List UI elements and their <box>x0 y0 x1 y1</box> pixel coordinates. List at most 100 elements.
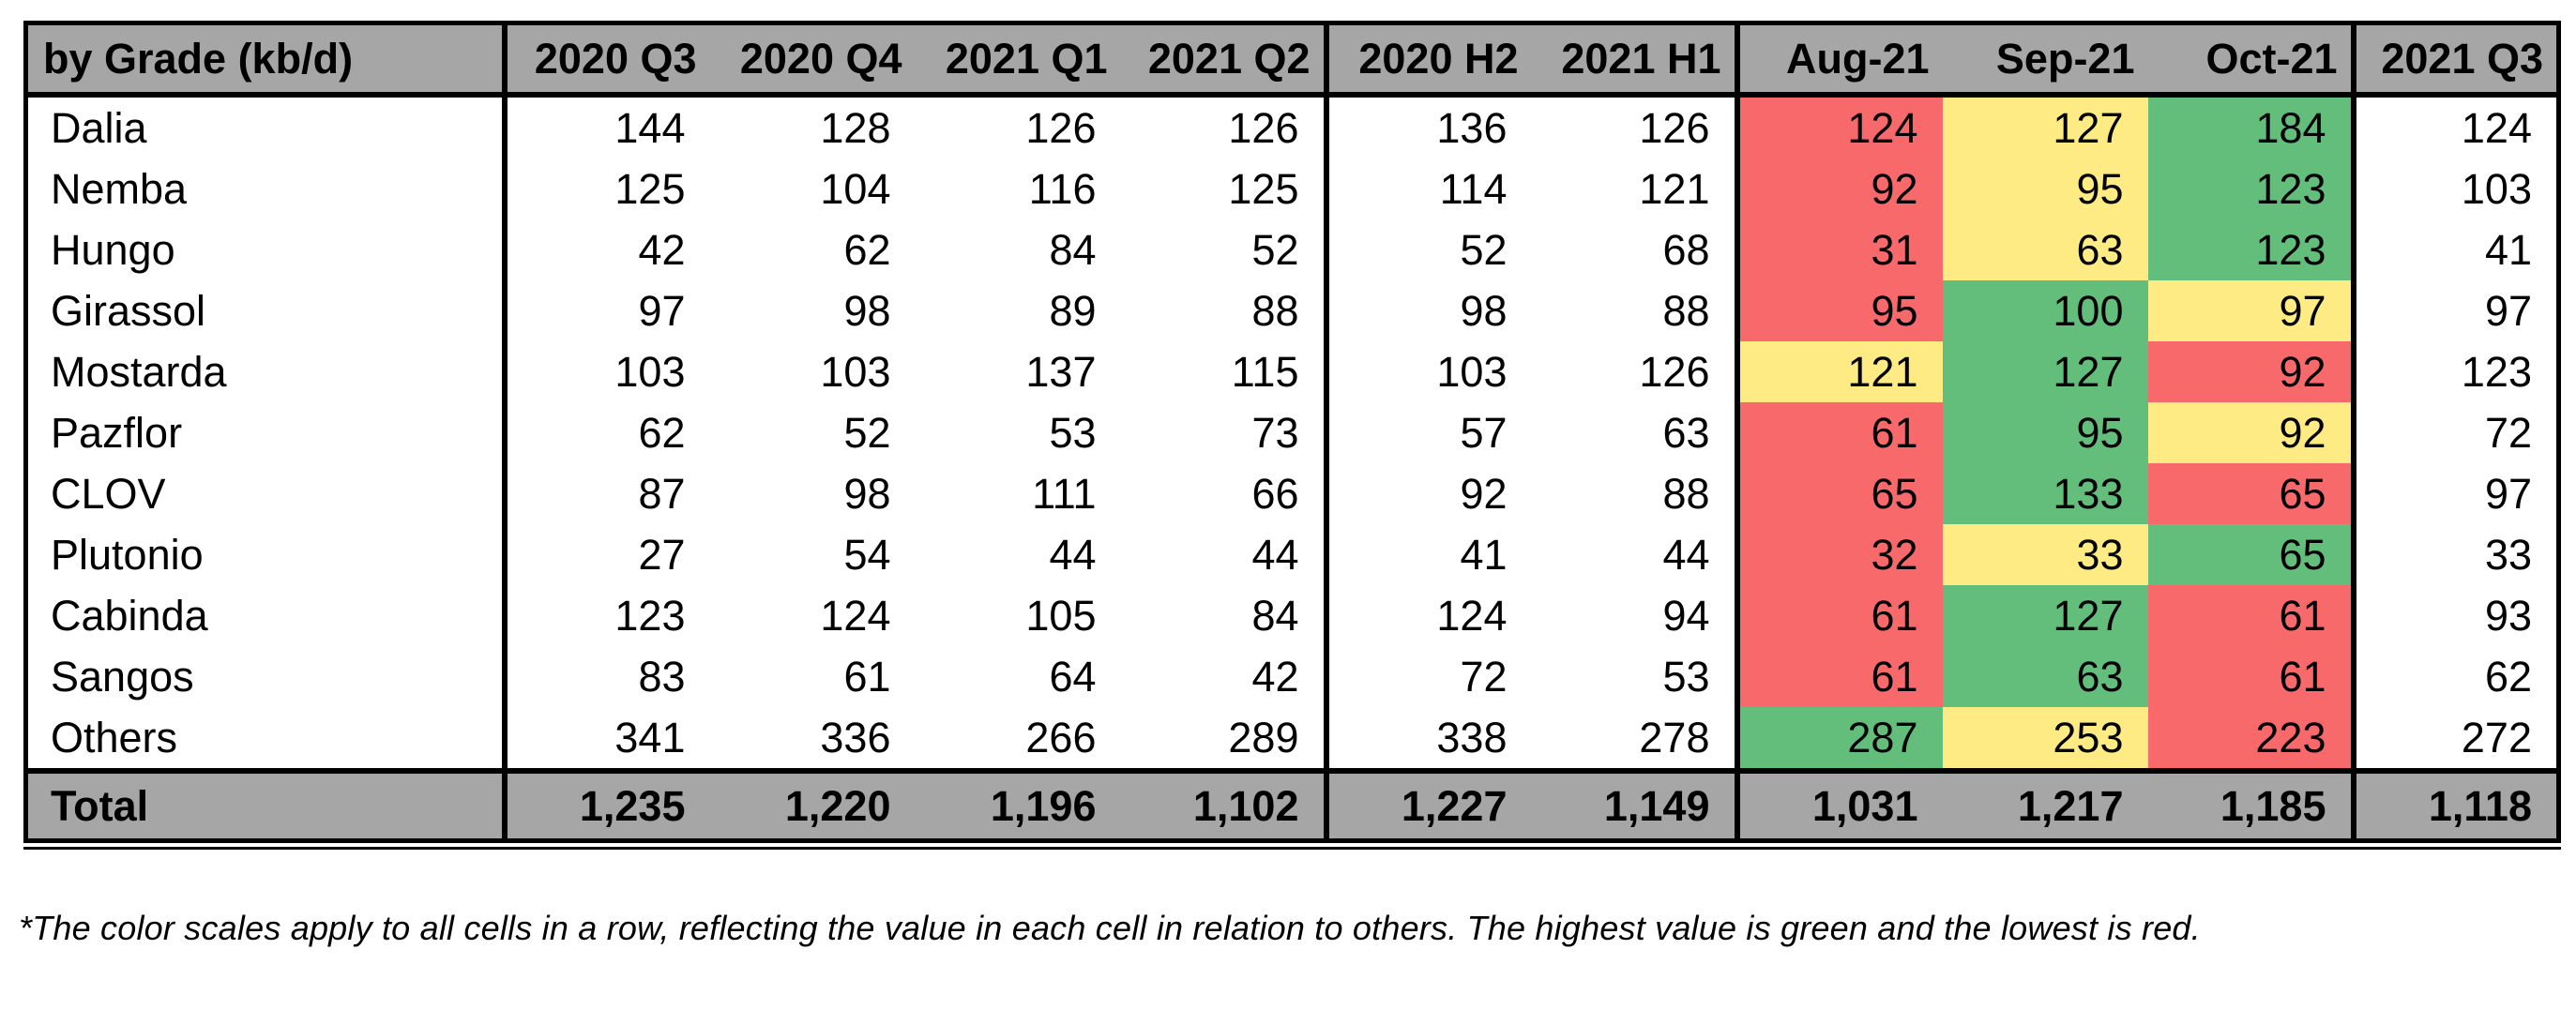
value-cell: 97 <box>2350 280 2559 341</box>
value-cell: 62 <box>501 402 710 463</box>
month-value-cell: 92 <box>1734 158 1943 219</box>
value-cell: 44 <box>915 524 1121 585</box>
value-cell: 126 <box>1531 341 1737 402</box>
value-cell: 27 <box>501 524 710 585</box>
value-cell: 52 <box>709 402 916 463</box>
column-header: Aug-21 <box>1734 23 1943 98</box>
month-value-cell: 61 <box>1734 402 1943 463</box>
month-value-cell: 124 <box>1734 95 1943 158</box>
value-cell: 88 <box>1120 280 1326 341</box>
value-cell: 144 <box>501 95 710 158</box>
month-value-cell: 253 <box>1942 707 2148 771</box>
value-cell: 115 <box>1120 341 1326 402</box>
value-cell: 98 <box>1323 280 1532 341</box>
value-cell: 97 <box>2350 463 2559 524</box>
month-value-cell: 223 <box>2147 707 2354 771</box>
month-value-cell: 61 <box>2147 646 2354 707</box>
month-value-cell: 95 <box>1942 402 2148 463</box>
grade-cell: Mostarda <box>25 341 505 402</box>
table-row: Cabinda 123 124 105 84 124 94 61 127 61 93 <box>25 585 2559 646</box>
table-row: CLOV 87 98 111 66 92 88 65 133 65 97 <box>25 463 2559 524</box>
value-cell: 125 <box>501 158 710 219</box>
value-cell: 124 <box>1323 585 1532 646</box>
value-cell: 103 <box>501 341 710 402</box>
value-cell: 111 <box>915 463 1121 524</box>
value-cell: 62 <box>2350 646 2559 707</box>
value-cell: 128 <box>709 95 916 158</box>
month-value-cell: 61 <box>1734 646 1943 707</box>
value-cell: 124 <box>709 585 916 646</box>
month-value-cell: 127 <box>1942 95 2148 158</box>
grade-cell: CLOV <box>25 463 505 524</box>
column-header: 2020 Q4 <box>709 23 916 98</box>
total-value-cell: 1,235 <box>501 768 710 841</box>
month-value-cell: 95 <box>1734 280 1943 341</box>
header-row: by Grade (kb/d) 2020 Q3 2020 Q4 2021 Q1 202… <box>25 23 2559 98</box>
value-cell: 125 <box>1120 158 1326 219</box>
table-row: Hungo 42 62 84 52 52 68 31 63 123 41 <box>25 219 2559 280</box>
value-cell: 57 <box>1323 402 1532 463</box>
value-cell: 123 <box>2350 341 2559 402</box>
table-row: Sangos 83 61 64 42 72 53 61 63 61 62 <box>25 646 2559 707</box>
total-value-cell: 1,031 <box>1734 768 1943 841</box>
value-cell: 103 <box>709 341 916 402</box>
table-row: Plutonio 27 54 44 44 41 44 32 33 65 33 <box>25 524 2559 585</box>
value-cell: 123 <box>501 585 710 646</box>
month-value-cell: 95 <box>1942 158 2148 219</box>
value-cell: 289 <box>1120 707 1326 771</box>
grade-cell: Others <box>25 707 505 771</box>
column-header: 2021 Q3 <box>2350 23 2559 98</box>
footnote: *The color scales apply to all cells in … <box>19 909 2201 947</box>
value-cell: 87 <box>501 463 710 524</box>
month-value-cell: 127 <box>1942 341 2148 402</box>
month-value-cell: 32 <box>1734 524 1943 585</box>
corner-header: by Grade (kb/d) <box>25 23 505 98</box>
value-cell: 105 <box>915 585 1121 646</box>
month-value-cell: 184 <box>2147 95 2354 158</box>
total-value-cell: 1,220 <box>709 768 916 841</box>
value-cell: 97 <box>501 280 710 341</box>
value-cell: 52 <box>1120 219 1326 280</box>
value-cell: 89 <box>915 280 1121 341</box>
value-cell: 41 <box>1323 524 1532 585</box>
value-cell: 88 <box>1531 280 1737 341</box>
value-cell: 62 <box>709 219 916 280</box>
value-cell: 33 <box>2350 524 2559 585</box>
total-value-cell: 1,149 <box>1531 768 1737 841</box>
value-cell: 103 <box>2350 158 2559 219</box>
month-value-cell: 65 <box>1734 463 1943 524</box>
value-cell: 84 <box>915 219 1121 280</box>
value-cell: 52 <box>1323 219 1532 280</box>
value-cell: 121 <box>1531 158 1737 219</box>
month-value-cell: 92 <box>2147 341 2354 402</box>
month-value-cell: 33 <box>1942 524 2148 585</box>
value-cell: 64 <box>915 646 1121 707</box>
value-cell: 266 <box>915 707 1121 771</box>
table-body: Dalia 144 128 126 126 136 126 124 127 184 124 Nemba… <box>25 95 2559 771</box>
month-value-cell: 65 <box>2147 463 2354 524</box>
month-value-cell: 127 <box>1942 585 2148 646</box>
value-cell: 41 <box>2350 219 2559 280</box>
value-cell: 104 <box>709 158 916 219</box>
total-row: Total 1,235 1,220 1,196 1,102 1,227 1,149 1,03… <box>25 768 2559 841</box>
value-cell: 63 <box>1531 402 1737 463</box>
grade-cell: Dalia <box>25 95 505 158</box>
column-header: 2021 Q2 <box>1120 23 1326 98</box>
grade-cell: Nemba <box>25 158 505 219</box>
production-table-container: by Grade (kb/d) 2020 Q3 2020 Q4 2021 Q1 202… <box>23 21 2561 850</box>
value-cell: 278 <box>1531 707 1737 771</box>
value-cell: 44 <box>1120 524 1326 585</box>
total-value-cell: 1,185 <box>2147 768 2354 841</box>
value-cell: 137 <box>915 341 1121 402</box>
value-cell: 53 <box>1531 646 1737 707</box>
month-value-cell: 287 <box>1734 707 1943 771</box>
table-row: Dalia 144 128 126 126 136 126 124 127 184 124 <box>25 95 2559 158</box>
value-cell: 42 <box>501 219 710 280</box>
grade-cell: Plutonio <box>25 524 505 585</box>
value-cell: 61 <box>709 646 916 707</box>
month-value-cell: 61 <box>1734 585 1943 646</box>
value-cell: 116 <box>915 158 1121 219</box>
value-cell: 72 <box>1323 646 1532 707</box>
value-cell: 338 <box>1323 707 1532 771</box>
month-value-cell: 31 <box>1734 219 1943 280</box>
